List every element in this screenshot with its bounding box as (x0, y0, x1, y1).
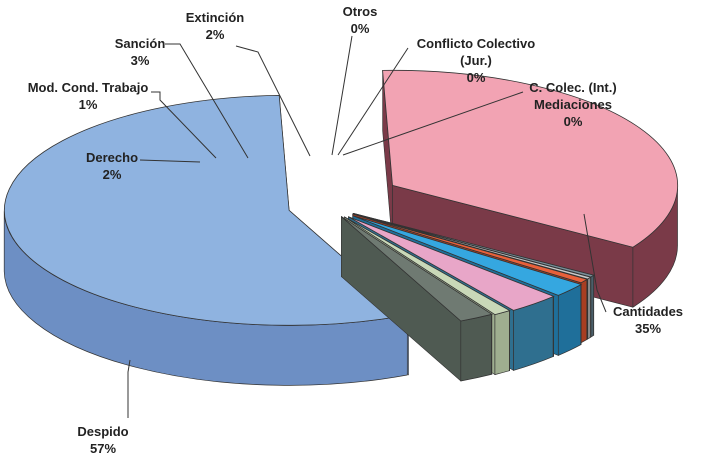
slice-side-derecho (460, 313, 492, 382)
data-label-line-mod-cond-trabajo-0: Mod. Cond. Trabajo (28, 80, 149, 95)
data-label-line-extincion-1: 2% (206, 27, 225, 42)
slice-side-otros (580, 278, 588, 344)
data-label-line-cantidades-0: Cantidades (613, 304, 683, 319)
slice-top-conflicto-colectivo-jur (353, 213, 592, 280)
slice-derecho (341, 215, 493, 382)
data-label-conflicto-colectivo-jur: Conflicto Colectivo (Jur.) 0% (417, 36, 536, 85)
leader-line-despido (127, 359, 131, 418)
slice-cantidades (382, 69, 679, 308)
leader-line-mod-cond-trabajo (151, 91, 217, 159)
slice-side-c-colec-int-mediaciones (590, 274, 594, 338)
slice-side-mod-cond-trabajo (494, 310, 510, 376)
data-label-c-colec-int-mediaciones: C. Colec. (Int.) Mediaciones 0% (529, 80, 616, 129)
slice-top-mod-cond-trabajo (344, 216, 511, 316)
slice-side-extincion (557, 284, 582, 356)
slice-top-otros (352, 213, 589, 284)
data-label-line-sancion-1: 3% (131, 53, 150, 68)
data-label-otros: Otros 0% (343, 4, 378, 36)
data-label-line-extincion-0: Extinción (186, 10, 245, 25)
leader-line-conflicto-colectivo-jur (337, 47, 409, 156)
slice-top-sancion (348, 216, 555, 311)
slice-top-cantidades (382, 69, 679, 248)
leader-line-otros (331, 35, 353, 156)
slice-despido (3, 94, 410, 386)
data-label-line-derecho-1: 2% (103, 167, 122, 182)
leader-line-cantidades (583, 213, 607, 313)
slice-top-despido (4, 94, 410, 326)
data-label-sancion: Sanción 3% (115, 36, 166, 68)
data-label-line-c-colec-int-mediaciones-0: C. Colec. (Int.) (529, 80, 616, 95)
data-label-line-conflicto-colectivo-jur-2: 0% (467, 70, 486, 85)
data-label-line-conflicto-colectivo-jur-0: Conflicto Colectivo (417, 36, 536, 51)
data-label-line-sancion-0: Sanción (115, 36, 166, 51)
slice-top-extincion (352, 215, 583, 296)
data-label-extincion: Extinción 2% (186, 10, 245, 42)
data-label-line-conflicto-colectivo-jur-1: (Jur.) (460, 53, 492, 68)
data-label-line-otros-0: Otros (343, 4, 378, 19)
data-label-line-despido-0: Despido (77, 424, 128, 439)
slice-top-derecho (341, 216, 493, 322)
leader-line-sancion (165, 43, 249, 159)
data-label-mod-cond-trabajo: Mod. Cond. Trabajo 1% (28, 80, 149, 112)
leader-line-extincion (235, 45, 311, 157)
data-label-line-cantidades-1: 35% (635, 321, 661, 336)
data-label-line-derecho-0: Derecho (86, 150, 138, 165)
data-label-cantidades: Cantidades 35% (613, 304, 683, 336)
data-label-line-despido-1: 57% (90, 441, 116, 456)
data-label-line-mod-cond-trabajo-1: 1% (79, 97, 98, 112)
data-label-line-c-colec-int-mediaciones-2: 0% (564, 114, 583, 129)
data-label-despido: Despido 57% (77, 424, 128, 456)
leader-line-derecho (139, 159, 201, 163)
data-label-line-c-colec-int-mediaciones-1: Mediaciones (534, 97, 612, 112)
slice-side-conflicto-colectivo-jur (587, 276, 591, 340)
data-label-derecho: Derecho 2% (86, 150, 138, 182)
leader-line-c-colec-int-mediaciones (342, 91, 524, 156)
data-label-line-otros-1: 0% (351, 21, 370, 36)
